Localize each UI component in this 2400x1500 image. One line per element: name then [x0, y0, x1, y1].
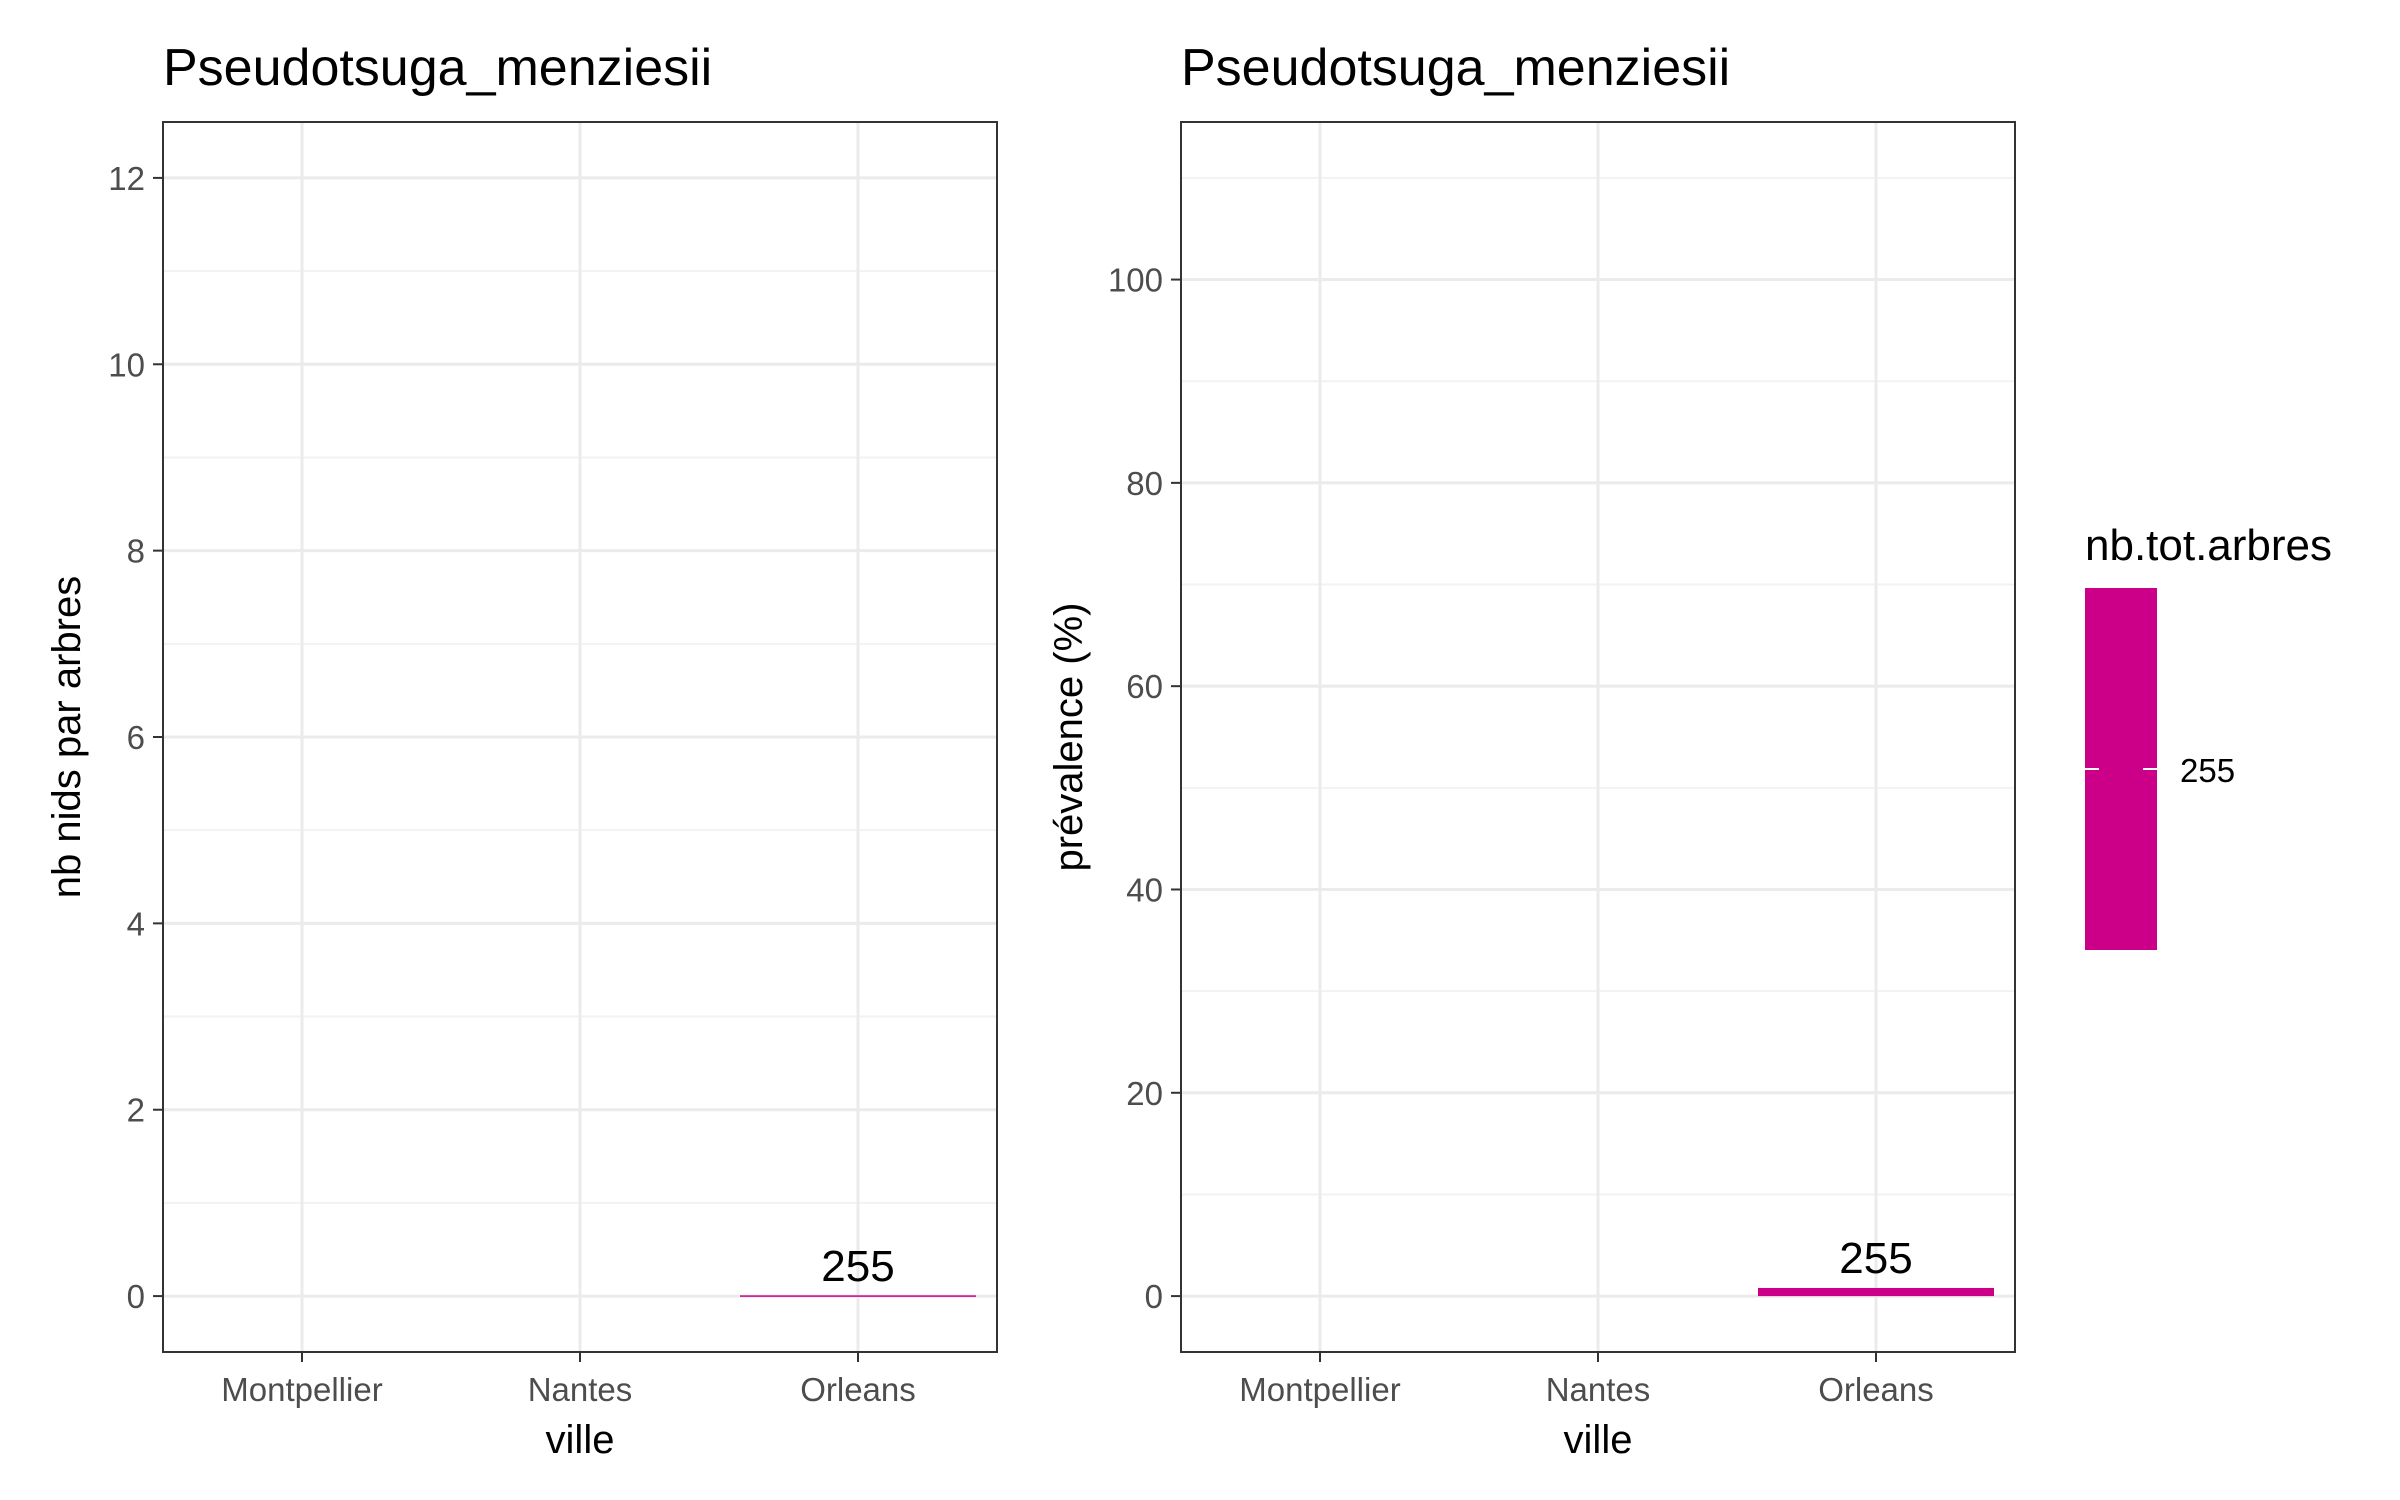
- legend-title: nb.tot.arbres: [2085, 521, 2332, 570]
- y-tick-label: 60: [1126, 668, 1163, 705]
- y-tick-label: 40: [1126, 871, 1163, 908]
- y-tick-label: 80: [1126, 465, 1163, 502]
- x-tick-label: Nantes: [1546, 1371, 1651, 1408]
- chart-title: Pseudotsuga_menziesii: [163, 39, 712, 97]
- y-tick-label: 12: [108, 160, 145, 197]
- y-axis-title: nb nids par arbres: [45, 576, 89, 898]
- y-tick-label: 8: [127, 533, 145, 570]
- chart-title: Pseudotsuga_menziesii: [1181, 39, 1730, 97]
- legend-label: 255: [2180, 752, 2235, 789]
- x-tick-label: Orleans: [800, 1371, 916, 1408]
- x-axis-title: ville: [1564, 1418, 1633, 1462]
- y-tick-label: 100: [1108, 262, 1163, 299]
- x-tick-label: Orleans: [1818, 1371, 1934, 1408]
- y-tick-label: 2: [127, 1092, 145, 1129]
- y-axis-title: prévalence (%): [1047, 602, 1091, 871]
- bar-orleans: [1758, 1287, 1994, 1297]
- y-tick-label: 6: [127, 719, 145, 756]
- y-tick-label: 0: [1145, 1278, 1163, 1315]
- panel-border: [1180, 121, 2016, 1353]
- y-tick-label: 20: [1126, 1075, 1163, 1112]
- bar-orleans: [740, 1295, 976, 1297]
- bar-data-label: 255: [1839, 1234, 1912, 1283]
- x-tick-label: Montpellier: [221, 1371, 382, 1408]
- legend: nb.tot.arbres 255: [2085, 521, 2332, 950]
- y-tick-label: 4: [127, 905, 145, 942]
- bar-data-label: 255: [821, 1242, 894, 1291]
- panel-border: [162, 121, 998, 1353]
- chart-panel-1: 0 2 4 6 8 10 12 Montpellier Nantes Orleans 255 Pseu…: [45, 39, 998, 1462]
- x-tick-label: Montpellier: [1239, 1371, 1400, 1408]
- x-axis-title: ville: [546, 1418, 615, 1462]
- y-tick-label: 10: [108, 346, 145, 383]
- chart-panel-2: 0 20 40 60 80 100 Montpellier Nantes Orleans 255 P…: [1047, 39, 2016, 1462]
- x-tick-label: Nantes: [528, 1371, 633, 1408]
- y-tick-label: 0: [127, 1278, 145, 1315]
